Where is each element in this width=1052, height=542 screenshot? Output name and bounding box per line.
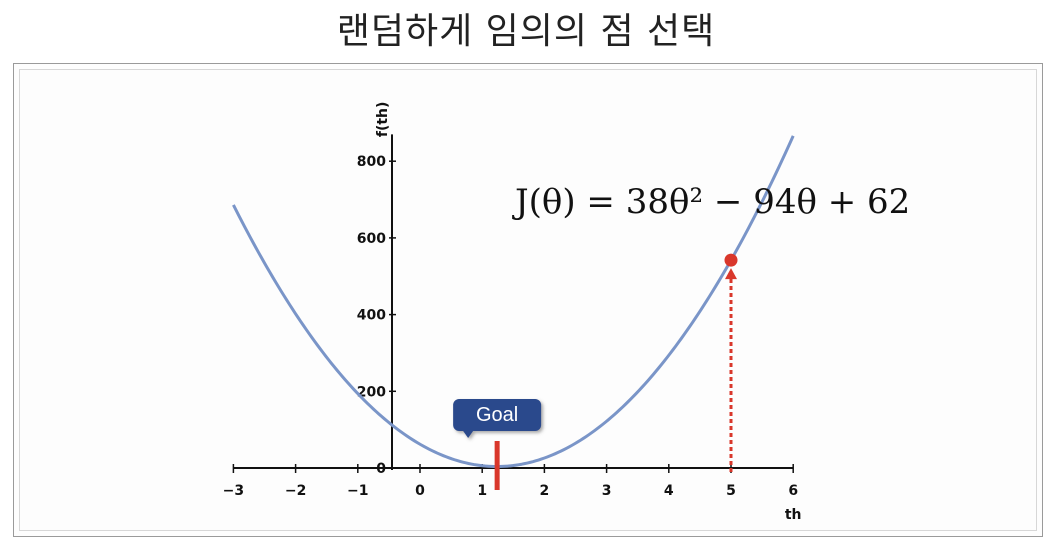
x-tick-label: 3 [602,483,612,499]
y-tick-label: 800 [357,154,386,170]
x-tick-label: 6 [788,483,798,499]
x-tick-label: 4 [664,483,674,499]
page-title: 랜덤하게 임의의 점 선택 [336,11,716,52]
y-tick-label: 600 [357,231,386,247]
selected-point [724,253,738,267]
x-axis-label: th [785,507,802,523]
x-tick-label: −3 [223,483,244,499]
equation-label: J(θ) = 38θ² − 94θ + 62 [512,182,910,222]
x-tick-label: −1 [347,483,368,499]
x-tick-label: 1 [477,483,487,499]
selected-point-arrowhead [725,268,737,280]
x-tick-label: −2 [285,483,306,499]
y-axis-label: f(th) [375,102,391,138]
goal-badge [453,399,542,438]
x-tick-label: 2 [540,483,550,499]
series-line [232,135,795,469]
y-tick-label: 200 [357,384,386,400]
y-tick-label: 400 [357,308,386,324]
x-tick-label: 5 [726,483,736,499]
goal-label: Goal [476,404,518,426]
y-tick-label: 0 [376,461,386,477]
chart-inner-border [19,69,1037,531]
chart-frame [13,63,1043,537]
x-tick-label: 0 [415,483,425,499]
